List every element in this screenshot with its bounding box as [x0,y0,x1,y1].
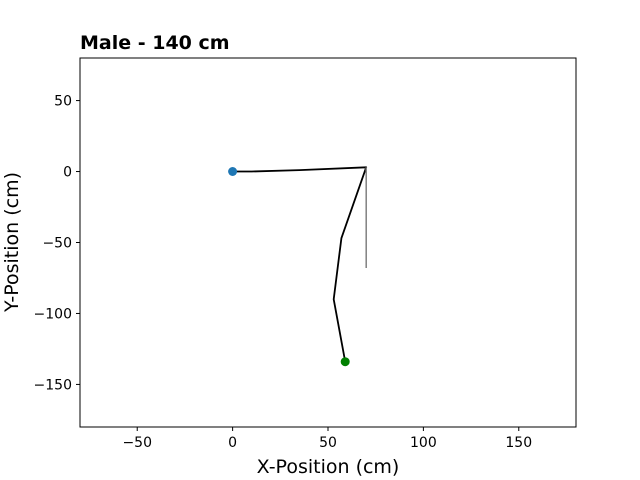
x-tick-label: 150 [505,435,532,451]
y-tick-label: −100 [34,306,72,322]
x-tick-label: 0 [228,435,237,451]
y-tick-label: 50 [54,94,72,110]
y-tick-label: −50 [42,236,72,252]
x-tick-label: 100 [410,435,437,451]
y-tick-label: −150 [34,377,72,393]
plot-area [80,58,576,427]
y-axis: 50 0 −50 −100 −150 [34,94,80,393]
y-tick-label: 0 [63,165,72,181]
x-tick-label: 50 [319,435,337,451]
chart-title: Male - 140 cm [80,32,230,54]
x-axis: −50 0 50 100 150 [122,427,532,451]
plot-content [228,166,368,367]
end-marker [340,357,350,367]
start-marker [228,167,238,176]
x-axis-label: X-Position (cm) [257,456,400,478]
y-axis-label: Y-Position (cm) [1,172,23,313]
x-tick-label: −50 [122,435,152,451]
